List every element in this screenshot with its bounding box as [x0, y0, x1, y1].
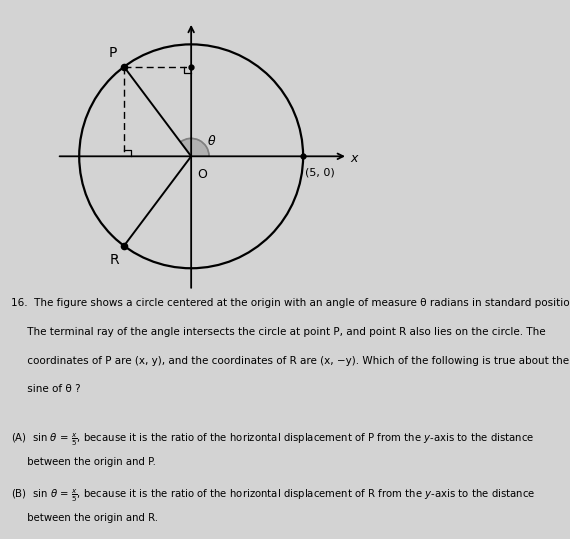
Text: P: P	[109, 46, 117, 60]
Polygon shape	[180, 139, 209, 156]
Text: between the origin and R.: between the origin and R.	[11, 513, 158, 523]
Text: sine of θ ?: sine of θ ?	[11, 384, 81, 394]
Text: $x$: $x$	[350, 152, 360, 165]
Text: 16.  The figure shows a circle centered at the origin with an angle of measure θ: 16. The figure shows a circle centered a…	[11, 299, 570, 308]
Text: R: R	[110, 253, 120, 267]
Text: (A)  sin $\theta$ = $\frac{x}{5}$, because it is the ratio of the horizontal dis: (A) sin $\theta$ = $\frac{x}{5}$, becaus…	[11, 431, 535, 448]
Text: between the origin and P.: between the origin and P.	[11, 457, 156, 467]
Text: O: O	[197, 168, 207, 181]
Text: The terminal ray of the angle intersects the circle at point P, and point R also: The terminal ray of the angle intersects…	[11, 327, 546, 337]
Text: (5, 0): (5, 0)	[306, 168, 335, 177]
Text: $\theta$: $\theta$	[207, 134, 216, 148]
Text: (B)  sin $\theta$ = $\frac{x}{5}$, because it is the ratio of the horizontal dis: (B) sin $\theta$ = $\frac{x}{5}$, becaus…	[11, 487, 536, 504]
Text: coordinates of P are (x, y), and the coordinates of R are (x, −y). Which of the : coordinates of P are (x, y), and the coo…	[11, 356, 569, 365]
